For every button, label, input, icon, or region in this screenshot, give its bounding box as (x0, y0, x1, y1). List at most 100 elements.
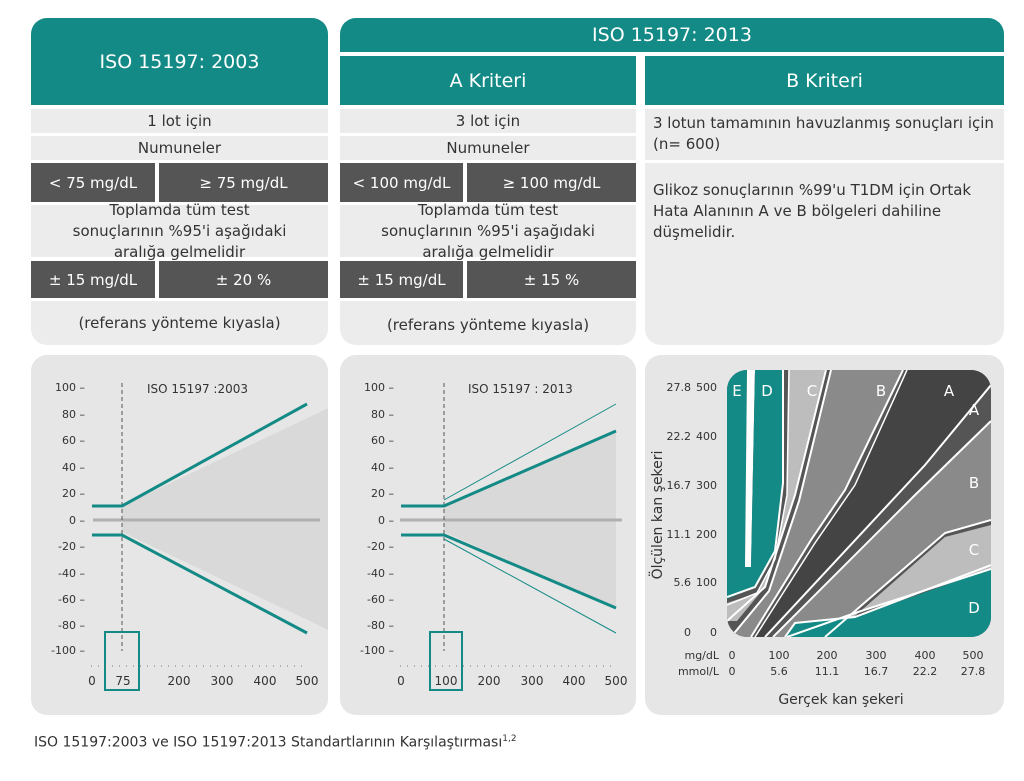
x-mg-tick: 300 (866, 649, 887, 662)
low-tolerance-2003: ± 15 mg/dL (31, 261, 155, 298)
x-mmol-tick: 27.8 (961, 665, 986, 678)
x-unit-mmol: mmol/L (678, 665, 720, 678)
chart-2003-panel: ISO 15197 :2003 100 – 80 – 60 – 40 – 20 … (31, 355, 328, 715)
chart-2013-ytick: -40 – (367, 567, 394, 580)
chart-2013-xtick: 300 (521, 674, 544, 688)
chart-2013-old-lower-limit (443, 538, 617, 634)
y-axis-label: Ölçülen kan şekeri (648, 451, 666, 580)
x-mg-tick: 500 (963, 649, 984, 662)
chart-2013-ytick: 60 – (371, 434, 394, 447)
chart-2013-xtick: 0 (397, 674, 405, 688)
chart-2003-xtick: 500 (296, 674, 319, 688)
chart-2013-xtick: 200 (478, 674, 501, 688)
zone-label-a-top: A (944, 382, 955, 400)
chart-2003-xtick: 0 (88, 674, 96, 688)
x-mmol-tick: 0 (729, 665, 736, 678)
y-mg-tick: 300 (696, 479, 717, 492)
chart-2013-xtick: 400 (563, 674, 586, 688)
x-axis-label: Gerçek kan şekeri (778, 692, 903, 708)
chart-2003-xtick: 200 (168, 674, 191, 688)
chart-2003-ytick: -40 – (58, 567, 85, 580)
chart-2013-ytick: 20 – (371, 487, 394, 500)
y-mg-tick: 100 (696, 576, 717, 589)
zone-label-b-top: B (876, 382, 886, 400)
zone-b-upper (731, 370, 903, 637)
zone-label-d-right: D (968, 599, 980, 617)
y-mg-tick: 0 (710, 626, 717, 639)
pooled-results: 3 lotun tamamının havuzlanmış sonuçları … (645, 109, 1004, 160)
error-grid: E D C B A A B C D 27.8 22.2 16.7 11.1 5.… (648, 370, 991, 708)
chart-2013-ytick: 80 – (371, 408, 394, 421)
high-range-2003: ≥ 75 mg/dL (159, 163, 328, 202)
high-tolerance-2003: ± 20 % (159, 261, 328, 298)
x-mmol-tick: 5.6 (770, 665, 788, 678)
criteria-b-title: B Kriteri (645, 56, 1004, 105)
chart-2003-ytick: -80 – (58, 619, 85, 632)
zone-label-c-top: C (807, 382, 817, 400)
chart-2003-label: ISO 15197 :2003 (147, 382, 248, 396)
chart-2013-ytick: -20 – (367, 540, 394, 553)
high-tolerance-2013: ± 15 % (467, 261, 636, 298)
chart-2003-ytick: -20 – (58, 540, 85, 553)
zone-label-b-right: B (969, 474, 979, 492)
zone-label-e: E (732, 382, 741, 400)
chart-2003-ytick: 60 – (62, 434, 85, 447)
chart-2013-lower-limit (401, 533, 617, 610)
zone-a-band (755, 370, 991, 637)
zone-c-upper (727, 370, 826, 621)
chart-2003-ytick: -60 – (58, 593, 85, 606)
y-mmol-tick: 16.7 (667, 479, 692, 492)
reference-2013: (referans yönteme kıyasla) (340, 301, 636, 345)
chart-2003-upper-limit (92, 402, 308, 508)
chart-2013-ytick: 100 – (364, 381, 394, 394)
chart-2003-ytick: 100 – (55, 381, 85, 394)
low-tolerance-2013: ± 15 mg/dL (340, 261, 463, 298)
criteria-a-title: A Kriteri (340, 56, 636, 105)
requirement-2003: Toplamda tüm test sonuçlarının %95'i aşa… (31, 201, 328, 261)
caption-text: ISO 15197:2003 ve ISO 15197:2013 Standar… (34, 734, 503, 751)
samples-2003: Numuneler (31, 136, 328, 160)
chart-2013-xtick: 500 (605, 674, 628, 688)
y-mmol-tick: 27.8 (667, 381, 692, 394)
zone-c-lower (787, 525, 991, 637)
criteria-b-requirement-text: Glikoz sonuçlarının %99'u T1DM için Orta… (653, 181, 972, 241)
reference-2003: (referans yönteme kıyasla) (31, 301, 328, 345)
error-grid-panel: E D C B A A B C D 27.8 22.2 16.7 11.1 5.… (645, 355, 1004, 715)
zone-e-upper (727, 370, 747, 589)
chart-2013-upper-limit (401, 429, 617, 508)
chart-2003-highlight-box (104, 631, 140, 691)
chart-2003-ytick: 80 – (62, 408, 85, 421)
chart-2003-ytick: -100 – (51, 644, 85, 657)
requirement-2013: Toplamda tüm test sonuçlarının %95'i aşa… (340, 201, 636, 261)
y-mg-tick: 200 (696, 528, 717, 541)
x-mg-tick: 400 (915, 649, 936, 662)
chart-2013-old-upper-limit (443, 403, 617, 501)
samples-2013: Numuneler (340, 136, 636, 160)
chart-2003-lower-limit (92, 533, 308, 635)
x-mg-tick: 100 (769, 649, 790, 662)
y-mmol-tick: 22.2 (667, 430, 692, 443)
chart-2003-ytick: 40 – (62, 461, 85, 474)
chart-2013-ytick: -100 – (360, 644, 394, 657)
x-unit-mg: mg/dL (684, 649, 719, 662)
zone-label-c-right: C (969, 541, 979, 559)
y-mmol-tick: 0 (684, 626, 691, 639)
y-mmol-tick: 5.6 (674, 576, 692, 589)
chart-2003: ISO 15197 :2003 100 – 80 – 60 – 40 – 20 … (51, 381, 328, 691)
low-range-2013: < 100 mg/dL (340, 163, 463, 202)
lot-2003: 1 lot için (31, 109, 328, 133)
x-mg-tick: 200 (817, 649, 838, 662)
chart-2013-ytick: 40 – (371, 461, 394, 474)
zone-label-a-right: A (969, 401, 980, 419)
chart-2003-xtick: 400 (254, 674, 277, 688)
x-mmol-tick: 22.2 (913, 665, 938, 678)
chart-2013-label: ISO 15197 : 2013 (468, 382, 573, 396)
x-mmol-tick: 16.7 (864, 665, 889, 678)
zone-d-upper (727, 370, 783, 599)
chart-2013-highlight-box (429, 631, 463, 691)
chart-2003-xtick: 300 (211, 674, 234, 688)
chart-2013-ytick: -60 – (367, 593, 394, 606)
y-mmol-tick: 11.1 (667, 528, 692, 541)
caption-reference: 1,2 (502, 734, 517, 744)
criteria-b-requirement: Glikoz sonuçlarının %99'u T1DM için Orta… (645, 163, 1004, 345)
